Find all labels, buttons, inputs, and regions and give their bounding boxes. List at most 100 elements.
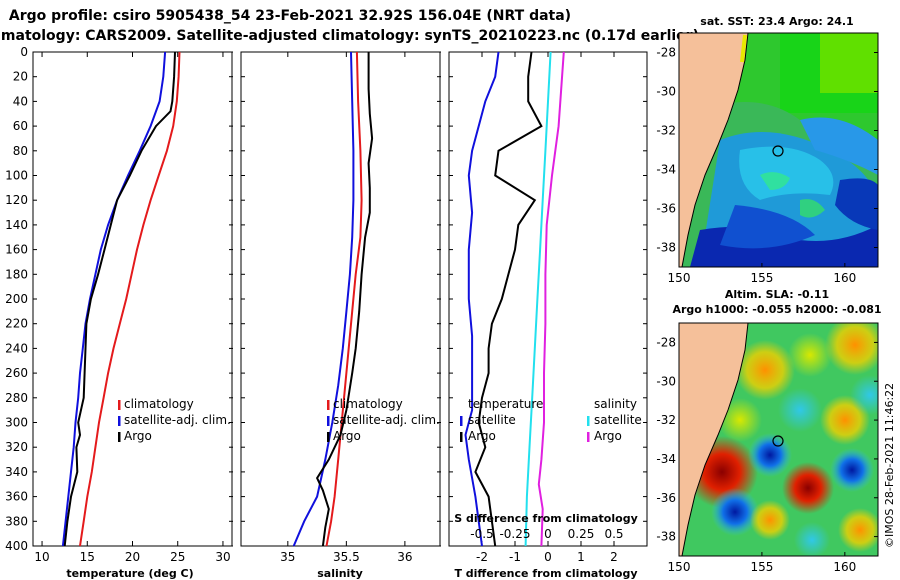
map-y-tick-label: -38 <box>656 530 676 544</box>
legend-label-satellite: satellite-adj. clim. <box>333 413 440 427</box>
legend-swatch-climatology <box>118 400 121 410</box>
legend-swatch-climatology <box>327 400 330 410</box>
depth-tick-label: 100 <box>5 169 28 183</box>
map-x-tick-label: 160 <box>833 560 856 574</box>
depth-tick-label: 200 <box>5 292 28 306</box>
sst-map-frame <box>678 32 879 268</box>
x-tick-label: 10 <box>34 550 49 564</box>
map-y-tick-label: -34 <box>656 452 676 466</box>
x-tick-label: 25 <box>170 550 185 564</box>
sla-map-ticks: 150 155 160 -28 -30 -32 -34 -36 -38 <box>656 335 878 574</box>
sla-map-frame <box>678 322 879 557</box>
sst-map-title: sat. SST: 23.4 Argo: 24.1 <box>700 15 853 28</box>
temperature-legend: climatology satellite-adj. clim. Argo <box>118 397 231 443</box>
legend-label-satellite: satellite-adj. clim. <box>124 413 231 427</box>
temperature-panel-frame <box>32 51 233 547</box>
map-x-tick-label: 150 <box>668 271 691 285</box>
depth-tick-label: 300 <box>5 416 28 430</box>
sla-map <box>679 323 878 556</box>
depth-tick-label: 40 <box>13 94 28 108</box>
x-tick-label: 36 <box>397 550 412 564</box>
x-tick-label: 2 <box>610 550 618 564</box>
s-tick-label: -0.25 <box>499 527 530 541</box>
x-tick-label: 0 <box>544 550 552 564</box>
series-line-t-satellite <box>464 51 500 547</box>
salinity-legend: climatology satellite-adj. clim. Argo <box>327 397 440 443</box>
legend-label-t-argo: Argo <box>468 429 496 443</box>
x-tick-label: -1 <box>509 550 521 564</box>
sst-map-ticks: 150 155 160 -28 -30 -32 -34 -36 -38 <box>656 46 878 285</box>
legend-swatch-satellite <box>118 416 121 426</box>
legend-label-t-satellite: satellite <box>468 413 516 427</box>
legend-label-climatology: climatology <box>124 397 194 411</box>
figure-title-line2: Climatology: CARS2009. Satellite-adjuste… <box>0 28 699 44</box>
series-line-s-argo <box>537 51 565 547</box>
series-line-climatology <box>325 51 363 547</box>
figure-title-line1: Argo profile: csiro 5905438_54 23-Feb-20… <box>9 8 571 24</box>
legend-swatch-s-argo <box>587 432 590 442</box>
depth-tick-label: 260 <box>5 366 28 380</box>
s-tick-label: 0.5 <box>604 527 623 541</box>
x-tick-label: 20 <box>125 550 140 564</box>
depth-tick-label: 20 <box>13 70 28 84</box>
coastline-land <box>679 33 748 267</box>
series-line-satellite-adj-clim- <box>292 51 355 547</box>
map-x-tick-label: 155 <box>750 271 773 285</box>
depth-tick-label: 160 <box>5 243 28 257</box>
sla-map-subtitle: Argo h1000: -0.055 h2000: -0.081 <box>672 303 881 316</box>
depth-tick-label: 360 <box>5 490 28 504</box>
sla-map-title: Altim. SLA: -0.11 <box>725 288 829 301</box>
depth-tick-label: 280 <box>5 391 28 405</box>
s-difference-label: S difference from climatology <box>454 512 638 525</box>
map-y-tick-label: -30 <box>656 85 676 99</box>
depth-tick-label: 120 <box>5 193 28 207</box>
map-x-tick-label: 155 <box>750 560 773 574</box>
s-tick-label: 0.25 <box>568 527 595 541</box>
series-line-climatology <box>79 51 181 547</box>
x-tick-label: 35 <box>280 550 295 564</box>
map-y-tick-label: -32 <box>656 124 676 138</box>
temperature-plot: 10 15 20 25 30 <box>34 51 231 564</box>
difference-xlabel: T difference from climatology <box>454 567 637 580</box>
map-y-tick-label: -36 <box>656 491 676 505</box>
x-tick-label: 15 <box>80 550 95 564</box>
map-y-tick-label: -34 <box>656 163 676 177</box>
map-y-tick-label: -28 <box>656 46 676 60</box>
depth-tick-label: 320 <box>5 440 28 454</box>
coastline-land <box>679 323 748 556</box>
x-tick-label: 35.5 <box>333 550 360 564</box>
temperature-xlabel: temperature (deg C) <box>66 567 193 580</box>
depth-tick-label: 140 <box>5 218 28 232</box>
legend-swatch-satellite <box>327 416 330 426</box>
legend-swatch-t-satellite <box>460 416 463 426</box>
series-line-s-satellite <box>524 51 552 547</box>
difference-legend: temperature satellite Argo salinity sate… <box>460 397 642 443</box>
difference-plot: -2 -1 0 1 2 -0.5 -0.25 0 0.25 0.5 <box>464 51 624 564</box>
map-x-tick-label: 150 <box>668 560 691 574</box>
depth-tick-label: 380 <box>5 514 28 528</box>
series-line-argo <box>63 51 176 547</box>
map-y-tick-label: -30 <box>656 374 676 388</box>
imos-timestamp: ©IMOS 28-Feb-2021 11:46:22 <box>883 383 896 548</box>
series-line-t-argo <box>474 51 543 547</box>
map-y-tick-label: -38 <box>656 241 676 255</box>
depth-axis-ticks: 0 20 40 60 80 100 120 140 160 180 200 220 240 260 280 3… <box>5 45 647 553</box>
depth-tick-label: 0 <box>20 45 28 59</box>
x-tick-label: 1 <box>577 550 585 564</box>
x-tick-label: -2 <box>476 550 488 564</box>
legend-label-s-argo: Argo <box>594 429 622 443</box>
legend-label-s-satellite: satellite <box>594 413 642 427</box>
map-y-tick-label: -28 <box>656 335 676 349</box>
salinity-xlabel: salinity <box>317 567 363 580</box>
argo-float-marker <box>772 435 784 447</box>
depth-tick-label: 240 <box>5 341 28 355</box>
depth-tick-label: 180 <box>5 267 28 281</box>
x-tick-label: 30 <box>215 550 230 564</box>
depth-tick-label: 60 <box>13 119 28 133</box>
s-tick-label: -0.5 <box>470 527 493 541</box>
argo-float-marker <box>772 145 784 157</box>
s-tick-label: 0 <box>544 527 552 541</box>
legend-swatch-t-argo <box>460 432 463 442</box>
legend-title-salinity: salinity <box>594 397 637 411</box>
